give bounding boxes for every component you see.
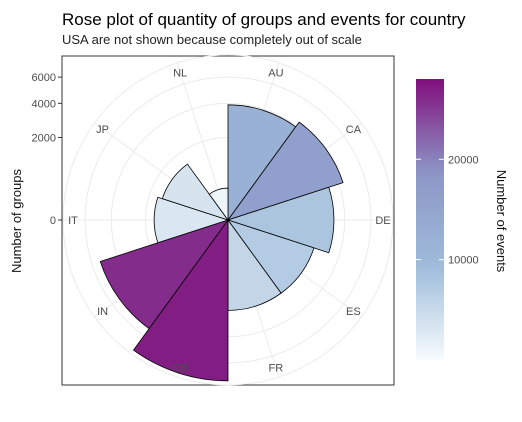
- chart-title: Rose plot of quantity of groups and even…: [62, 10, 466, 29]
- category-label-fr: FR: [269, 362, 284, 374]
- radial-tick-2000: 2000: [32, 133, 56, 145]
- category-label-es: ES: [346, 306, 361, 318]
- category-label-gb: GB: [172, 362, 188, 374]
- radial-tick-0: 0: [50, 215, 56, 227]
- bar-au: [227, 104, 297, 222]
- legend-tick-label-20000: 20000: [448, 154, 479, 166]
- category-label-in: IN: [97, 306, 108, 318]
- legend-colorbar: [416, 79, 444, 360]
- legend-ticks: 10000 20000: [416, 154, 479, 267]
- bar-de: [226, 186, 335, 254]
- category-label-nl: NL: [173, 68, 187, 80]
- rose-bars: [99, 104, 344, 382]
- legend-title: Number of events: [494, 170, 509, 273]
- category-label-de: DE: [375, 215, 390, 227]
- radial-tick-4000: 4000: [32, 98, 56, 110]
- y-axis-label: Number of groups: [9, 168, 24, 273]
- bar-it: [153, 196, 230, 244]
- category-label-jp: JP: [96, 124, 109, 136]
- bar-jp: [161, 163, 230, 221]
- category-label-it: IT: [68, 215, 78, 227]
- bar-gb: [132, 218, 229, 382]
- bar-ca: [226, 121, 344, 221]
- bar-in: [99, 219, 230, 330]
- category-label-au: AU: [268, 68, 283, 80]
- radial-tick-6000: 6000: [32, 72, 56, 84]
- bar-nl: [208, 187, 229, 222]
- legend-tick-label-10000: 10000: [448, 255, 479, 267]
- category-labels: AU CA DE ES FR GB IN IT JP NL: [68, 68, 391, 375]
- chart-subtitle: USA are not shown because completely out…: [62, 32, 362, 47]
- radial-tick-labels: 0 2000 4000 6000: [32, 72, 62, 227]
- category-label-ca: CA: [346, 124, 362, 136]
